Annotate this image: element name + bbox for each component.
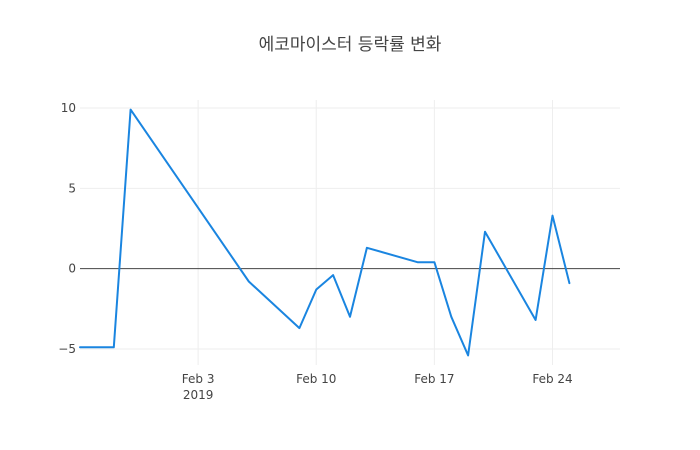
- x-tick-sublabel: 2019: [183, 388, 214, 402]
- y-tick-label: 10: [61, 101, 76, 115]
- x-tick-label: Feb 24: [532, 372, 572, 386]
- x-tick-label: Feb 3: [182, 372, 215, 386]
- chart-title: 에코마이스터 등락률 변화: [259, 35, 442, 55]
- axes: Feb 3 2019 Feb 10 Feb 17 Feb 24 10 5 0 −5: [58, 101, 620, 402]
- x-tick-label: Feb 17: [414, 372, 454, 386]
- y-tick-label: −5: [58, 342, 76, 356]
- series: [79, 108, 571, 357]
- y-tick-label: 0: [68, 262, 76, 276]
- grid: [80, 100, 620, 365]
- y-tick-label: 5: [68, 181, 76, 195]
- x-tick-label: Feb 10: [296, 372, 336, 386]
- series-line: [79, 108, 571, 357]
